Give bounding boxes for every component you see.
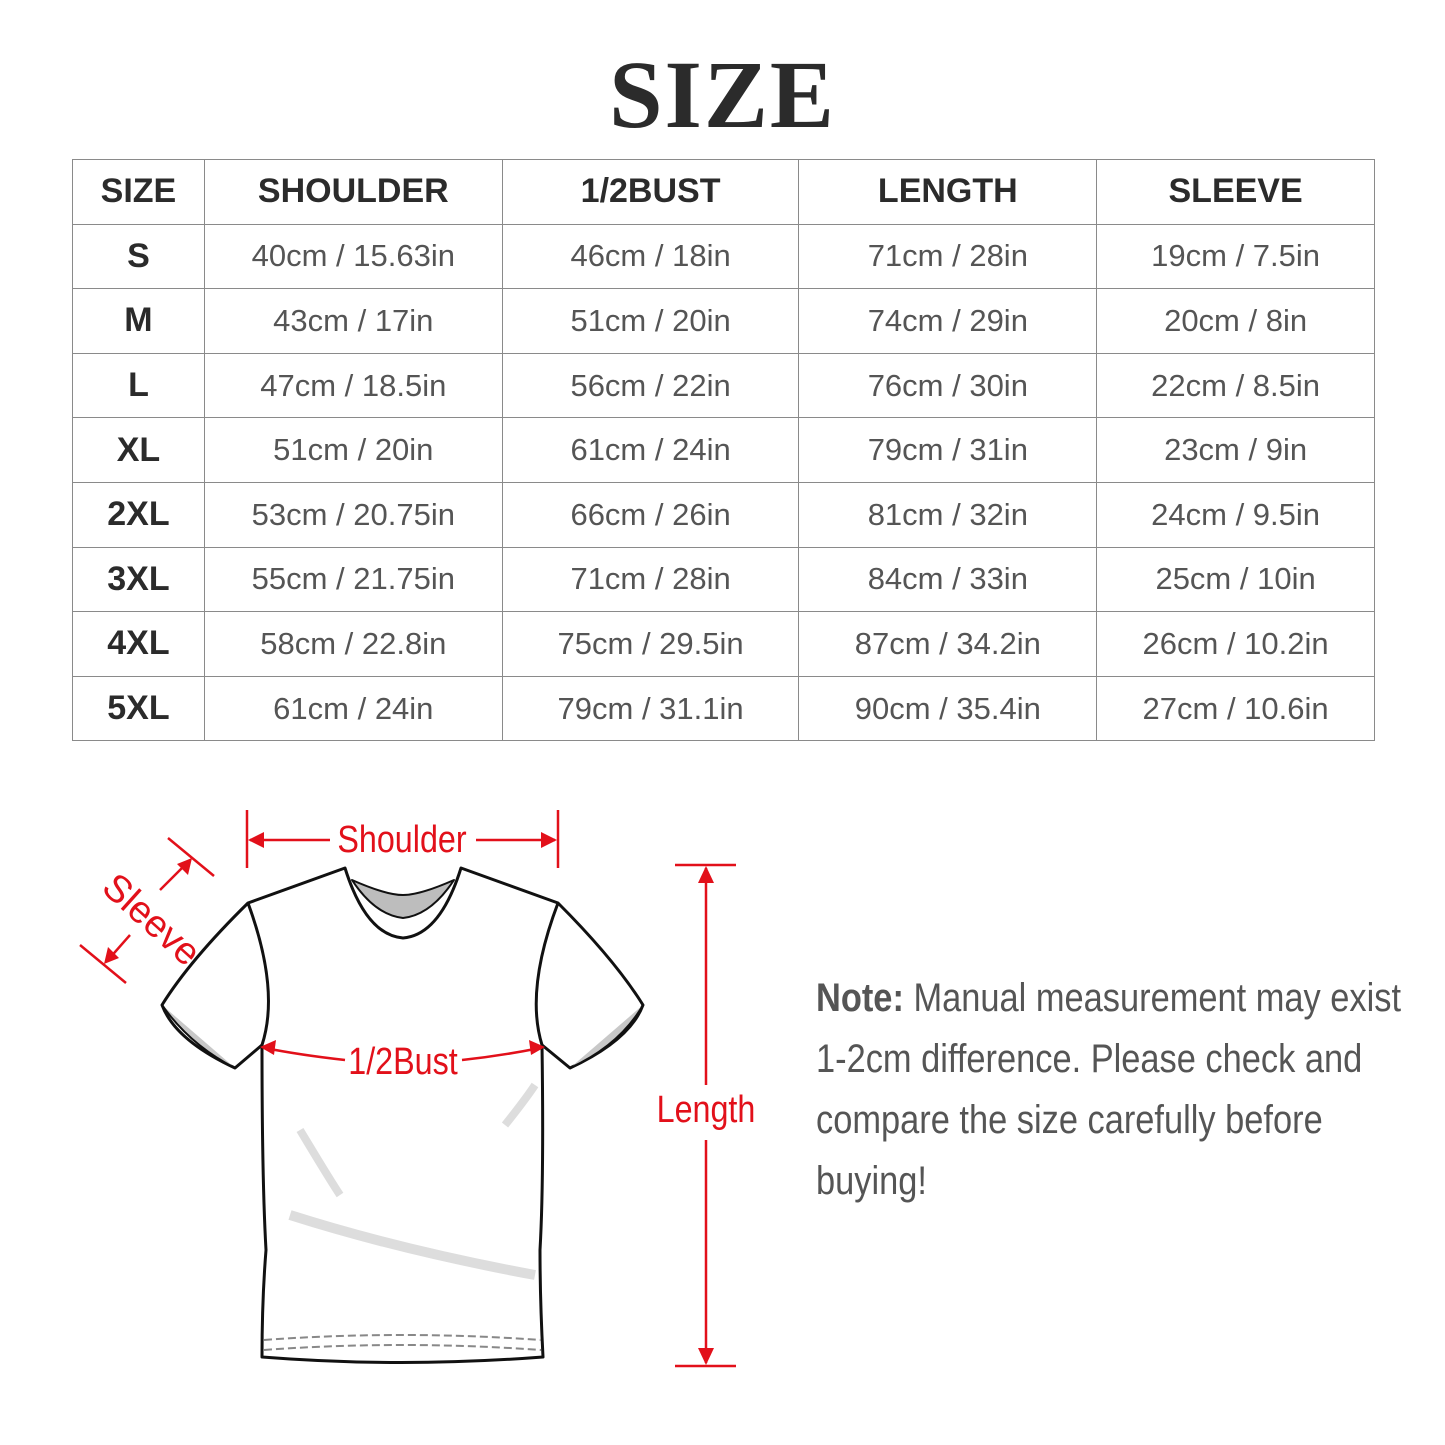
measurement-cell: 71cm / 28in [501,546,800,613]
measurement-cell: 23cm / 9in [1096,417,1375,483]
measurement-cell: 51cm / 20in [203,417,503,483]
note-text: Note: Manual measurement may exist 1-2cm… [816,968,1418,1212]
measurement-cell: 74cm / 29in [798,288,1098,354]
measurement-cell: 79cm / 31in [798,417,1098,483]
measurement-cell: 47cm / 18.5in [203,352,503,419]
size-cell: M [72,288,205,354]
table-row: XL 51cm / 20in 61cm / 24in 79cm / 31in 23cm … [72,417,1375,483]
shoulder-label: Shoulder [337,819,466,861]
measurement-cell: 56cm / 22in [501,352,800,419]
column-header-length: LENGTH [798,159,1098,225]
page-title: SIZE [609,41,836,148]
measurement-cell: 19cm / 7.5in [1096,223,1375,290]
measurement-cell: 27cm / 10.6in [1096,675,1375,742]
measurement-cell: 76cm / 30in [798,352,1098,419]
measurement-cell: 25cm / 10in [1096,546,1375,613]
sleeve-measure [79,837,215,984]
size-cell: S [72,223,205,290]
note-label: Note: [816,976,904,1020]
size-cell: 2XL [72,481,205,548]
size-cell: 5XL [72,675,205,742]
table-row: L 47cm / 18.5in 56cm / 22in 76cm / 30in 22cm… [72,352,1375,419]
table-row: M 43cm / 17in 51cm / 20in 74cm / 29in 20cm /… [72,288,1375,354]
table-row: S 40cm / 15.63in 46cm / 18in 71cm / 28in 19c… [72,223,1375,290]
tshirt-illustration [160,866,645,1364]
measurement-cell: 53cm / 20.75in [203,481,503,548]
measurement-cell: 75cm / 29.5in [501,611,800,677]
size-table: SIZE SHOULDER 1/2BUST LENGTH SLEEVE S 40cm / … [72,159,1375,742]
table-row: 3XL 55cm / 21.75in 71cm / 28in 84cm / 33in 2… [72,546,1375,613]
size-cell: 4XL [72,611,205,677]
column-header-1-2bust: 1/2BUST [501,159,800,225]
measurement-cell: 61cm / 24in [203,675,503,742]
shoulder-measure [245,810,560,868]
measurement-cell: 20cm / 8in [1096,288,1375,354]
size-cell: L [72,352,205,419]
bust-measure [260,1040,545,1062]
table-row: 2XL 53cm / 20.75in 66cm / 26in 81cm / 32in 2… [72,481,1375,548]
measurement-cell: 46cm / 18in [501,223,800,290]
measurement-cell: 26cm / 10.2in [1096,611,1375,677]
measurement-cell: 43cm / 17in [203,288,503,354]
measurement-cell: 22cm / 8.5in [1096,352,1375,419]
measurement-cell: 81cm / 32in [798,481,1098,548]
measurement-cell: 51cm / 20in [501,288,800,354]
length-measure [675,863,736,1368]
measurement-cell: 61cm / 24in [501,417,800,483]
measurement-cell: 58cm / 22.8in [203,611,503,677]
bust-label: 1/2Bust [348,1041,458,1083]
measurement-cell: 90cm / 35.4in [798,675,1098,742]
measurement-cell: 55cm / 21.75in [203,546,503,613]
measurement-cell: 66cm / 26in [501,481,800,548]
length-label: Length [657,1089,756,1131]
measurement-cell: 24cm / 9.5in [1096,481,1375,548]
column-header-sleeve: SLEEVE [1096,159,1375,225]
table-header-row: SIZE SHOULDER 1/2BUST LENGTH SLEEVE [72,159,1375,225]
measurement-cell: 40cm / 15.63in [203,223,503,290]
table-row: 5XL 61cm / 24in 79cm / 31.1in 90cm / 35.4in… [72,675,1375,742]
measurement-cell: 79cm / 31.1in [501,675,800,742]
size-cell: 3XL [72,546,205,613]
note-body: Manual measurement may exist 1-2cm diffe… [816,976,1402,1203]
column-header-size: SIZE [72,159,205,225]
measurement-cell: 84cm / 33in [798,546,1098,613]
